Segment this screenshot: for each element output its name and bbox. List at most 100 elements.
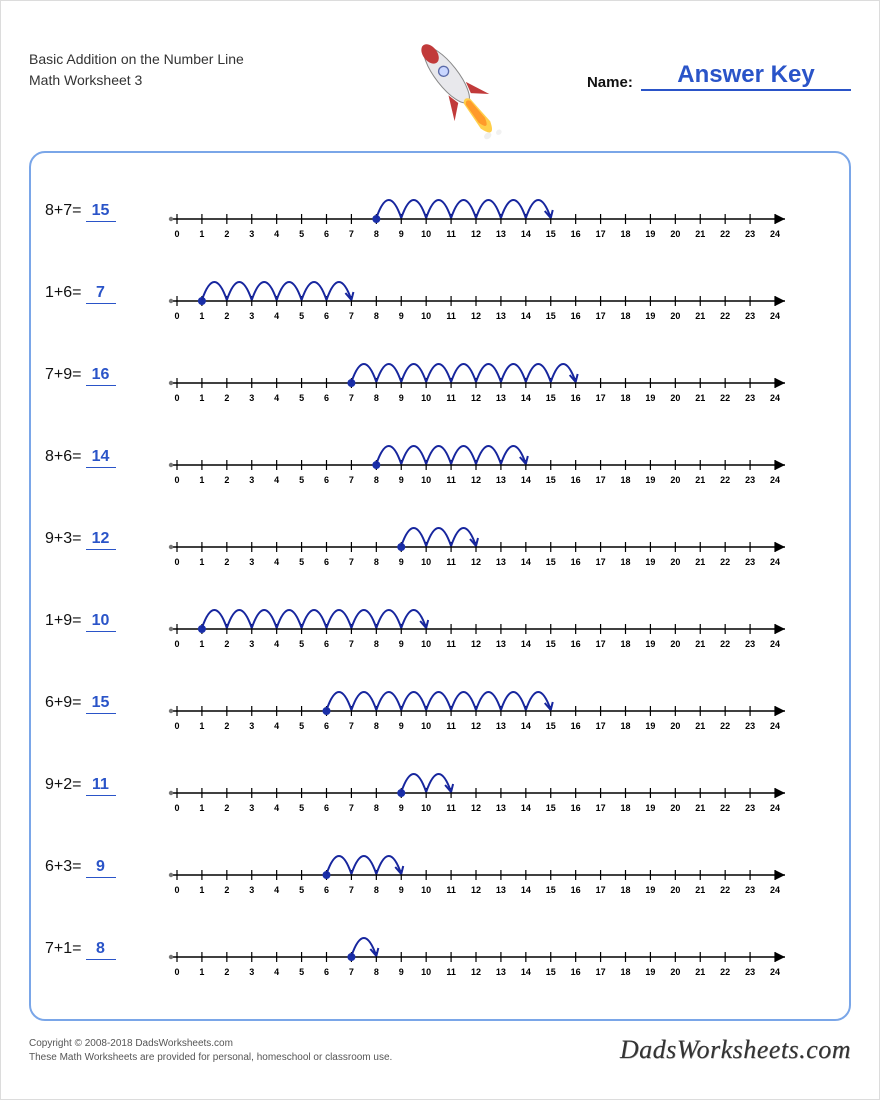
- svg-text:21: 21: [695, 393, 705, 403]
- svg-text:15: 15: [546, 721, 556, 731]
- svg-text:10: 10: [421, 967, 431, 977]
- svg-text:10: 10: [421, 803, 431, 813]
- svg-text:21: 21: [695, 639, 705, 649]
- plus-sign: +: [54, 530, 63, 547]
- svg-text:1: 1: [199, 393, 204, 403]
- svg-text:16: 16: [571, 721, 581, 731]
- svg-text:14: 14: [521, 475, 531, 485]
- svg-text:24: 24: [770, 557, 780, 567]
- svg-text:5: 5: [299, 229, 304, 239]
- brand-logo: DadsWorksheets.com: [620, 1035, 851, 1065]
- equation: 6+9=15: [45, 694, 165, 714]
- svg-text:2: 2: [224, 311, 229, 321]
- number-line: 0123456789101112131415161718192021222324: [165, 667, 795, 737]
- svg-text:24: 24: [770, 393, 780, 403]
- svg-text:6: 6: [324, 393, 329, 403]
- svg-text:0: 0: [174, 639, 179, 649]
- svg-text:8: 8: [374, 803, 379, 813]
- svg-text:3: 3: [249, 311, 254, 321]
- svg-text:11: 11: [446, 721, 456, 731]
- svg-text:20: 20: [670, 229, 680, 239]
- plus-sign: +: [54, 284, 63, 301]
- svg-text:18: 18: [620, 803, 630, 813]
- svg-text:3: 3: [249, 967, 254, 977]
- plus-sign: +: [54, 366, 63, 383]
- svg-text:9: 9: [399, 475, 404, 485]
- svg-text:9: 9: [399, 311, 404, 321]
- svg-text:1: 1: [199, 721, 204, 731]
- svg-text:24: 24: [770, 311, 780, 321]
- svg-text:10: 10: [421, 475, 431, 485]
- equation: 1+9=10: [45, 612, 165, 632]
- svg-text:23: 23: [745, 475, 755, 485]
- svg-text:7: 7: [349, 721, 354, 731]
- svg-text:10: 10: [421, 557, 431, 567]
- operand-b: 2: [63, 776, 72, 793]
- svg-text:20: 20: [670, 967, 680, 977]
- numberline-wrap: 0123456789101112131415161718192021222324: [165, 585, 835, 660]
- svg-text:10: 10: [421, 393, 431, 403]
- title-line-2: Math Worksheet 3: [29, 70, 244, 91]
- svg-text:8: 8: [374, 885, 379, 895]
- svg-text:17: 17: [596, 721, 606, 731]
- problem-frame: 8+7=150123456789101112131415161718192021…: [29, 151, 851, 1021]
- svg-text:10: 10: [421, 639, 431, 649]
- plus-sign: +: [54, 448, 63, 465]
- svg-text:14: 14: [521, 721, 531, 731]
- svg-text:17: 17: [596, 393, 606, 403]
- svg-text:5: 5: [299, 557, 304, 567]
- svg-text:14: 14: [521, 967, 531, 977]
- plus-sign: +: [54, 694, 63, 711]
- svg-text:19: 19: [645, 967, 655, 977]
- equals-sign: =: [72, 366, 81, 383]
- svg-text:21: 21: [695, 229, 705, 239]
- equation: 1+6=7: [45, 284, 165, 304]
- svg-text:23: 23: [745, 639, 755, 649]
- svg-text:5: 5: [299, 475, 304, 485]
- svg-text:20: 20: [670, 885, 680, 895]
- svg-text:20: 20: [670, 475, 680, 485]
- equation: 6+3=9: [45, 858, 165, 878]
- svg-text:10: 10: [421, 311, 431, 321]
- equation: 7+9=16: [45, 366, 165, 386]
- svg-text:6: 6: [324, 721, 329, 731]
- svg-text:23: 23: [745, 803, 755, 813]
- svg-text:18: 18: [620, 721, 630, 731]
- plus-sign: +: [54, 858, 63, 875]
- operand-b: 7: [63, 202, 72, 219]
- svg-text:18: 18: [620, 475, 630, 485]
- svg-text:9: 9: [399, 721, 404, 731]
- svg-text:8: 8: [374, 721, 379, 731]
- svg-text:12: 12: [471, 721, 481, 731]
- svg-text:1: 1: [199, 885, 204, 895]
- svg-text:4: 4: [274, 475, 279, 485]
- svg-text:6: 6: [324, 311, 329, 321]
- equals-sign: =: [72, 858, 81, 875]
- operand-a: 9: [45, 530, 54, 547]
- problem-row: 6+9=150123456789101112131415161718192021…: [45, 663, 835, 745]
- svg-text:20: 20: [670, 311, 680, 321]
- svg-text:7: 7: [349, 639, 354, 649]
- numberline-wrap: 0123456789101112131415161718192021222324: [165, 175, 835, 250]
- answer-value: 14: [86, 448, 116, 468]
- footer-left: Copyright © 2008-2018 DadsWorksheets.com…: [29, 1037, 392, 1065]
- svg-text:13: 13: [496, 557, 506, 567]
- svg-text:12: 12: [471, 393, 481, 403]
- svg-text:18: 18: [620, 557, 630, 567]
- number-line: 0123456789101112131415161718192021222324: [165, 913, 795, 983]
- svg-text:19: 19: [645, 639, 655, 649]
- svg-text:16: 16: [571, 885, 581, 895]
- svg-text:17: 17: [596, 557, 606, 567]
- operand-a: 8: [45, 448, 54, 465]
- svg-text:3: 3: [249, 721, 254, 731]
- equation: 9+2=11: [45, 776, 165, 796]
- header: Basic Addition on the Number Line Math W…: [29, 31, 851, 151]
- svg-text:12: 12: [471, 311, 481, 321]
- svg-text:11: 11: [446, 393, 456, 403]
- svg-text:23: 23: [745, 393, 755, 403]
- svg-text:10: 10: [421, 721, 431, 731]
- svg-text:24: 24: [770, 967, 780, 977]
- svg-text:9: 9: [399, 967, 404, 977]
- answer-value: 9: [86, 858, 116, 878]
- svg-text:14: 14: [521, 885, 531, 895]
